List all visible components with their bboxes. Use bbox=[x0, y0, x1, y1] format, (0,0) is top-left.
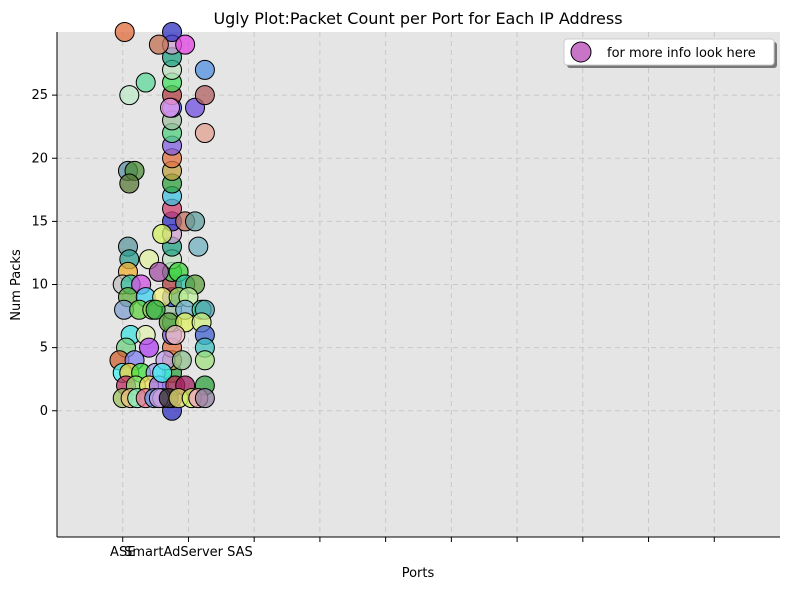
data-point bbox=[194, 85, 215, 106]
data-point bbox=[148, 261, 169, 282]
legend-box bbox=[563, 38, 775, 66]
chart-title: Ugly Plot:Packet Count per Port for Each… bbox=[213, 9, 622, 28]
y-tick-label: 20 bbox=[31, 151, 48, 166]
data-point bbox=[139, 337, 160, 358]
data-points bbox=[109, 22, 215, 421]
legend-marker bbox=[570, 41, 592, 63]
data-point bbox=[135, 72, 156, 93]
x-tick-label: ASE bbox=[110, 545, 135, 560]
data-point bbox=[188, 236, 209, 257]
data-point bbox=[194, 350, 215, 371]
data-point bbox=[165, 325, 186, 345]
y-axis-label: Num Packs bbox=[9, 249, 24, 321]
y-tick-label: 0 bbox=[40, 404, 48, 419]
y-ticks: 0 5 10 15 20 25 bbox=[31, 88, 57, 419]
data-point bbox=[145, 299, 166, 320]
data-point bbox=[119, 173, 140, 194]
data-point bbox=[162, 22, 183, 42]
y-tick-label: 25 bbox=[31, 88, 48, 103]
data-point bbox=[194, 123, 215, 143]
data-point bbox=[152, 362, 173, 383]
data-point bbox=[152, 224, 173, 244]
x-axis-label: Ports bbox=[402, 566, 435, 581]
data-point bbox=[148, 34, 169, 55]
y-tick-label: 10 bbox=[31, 278, 48, 293]
data-point bbox=[160, 97, 181, 118]
data-point bbox=[119, 85, 140, 106]
data-point bbox=[175, 34, 196, 55]
data-point bbox=[171, 350, 192, 371]
data-point bbox=[194, 388, 215, 409]
data-point bbox=[194, 59, 215, 80]
legend[interactable]: for more info look here bbox=[563, 38, 777, 68]
y-tick-label: 5 bbox=[40, 341, 48, 356]
data-point bbox=[114, 22, 135, 42]
x-tick-label: SmartAdServer SAS bbox=[124, 545, 253, 560]
data-point bbox=[185, 211, 206, 232]
legend-label: for more info look here bbox=[607, 46, 756, 61]
y-tick-label: 15 bbox=[31, 214, 48, 229]
